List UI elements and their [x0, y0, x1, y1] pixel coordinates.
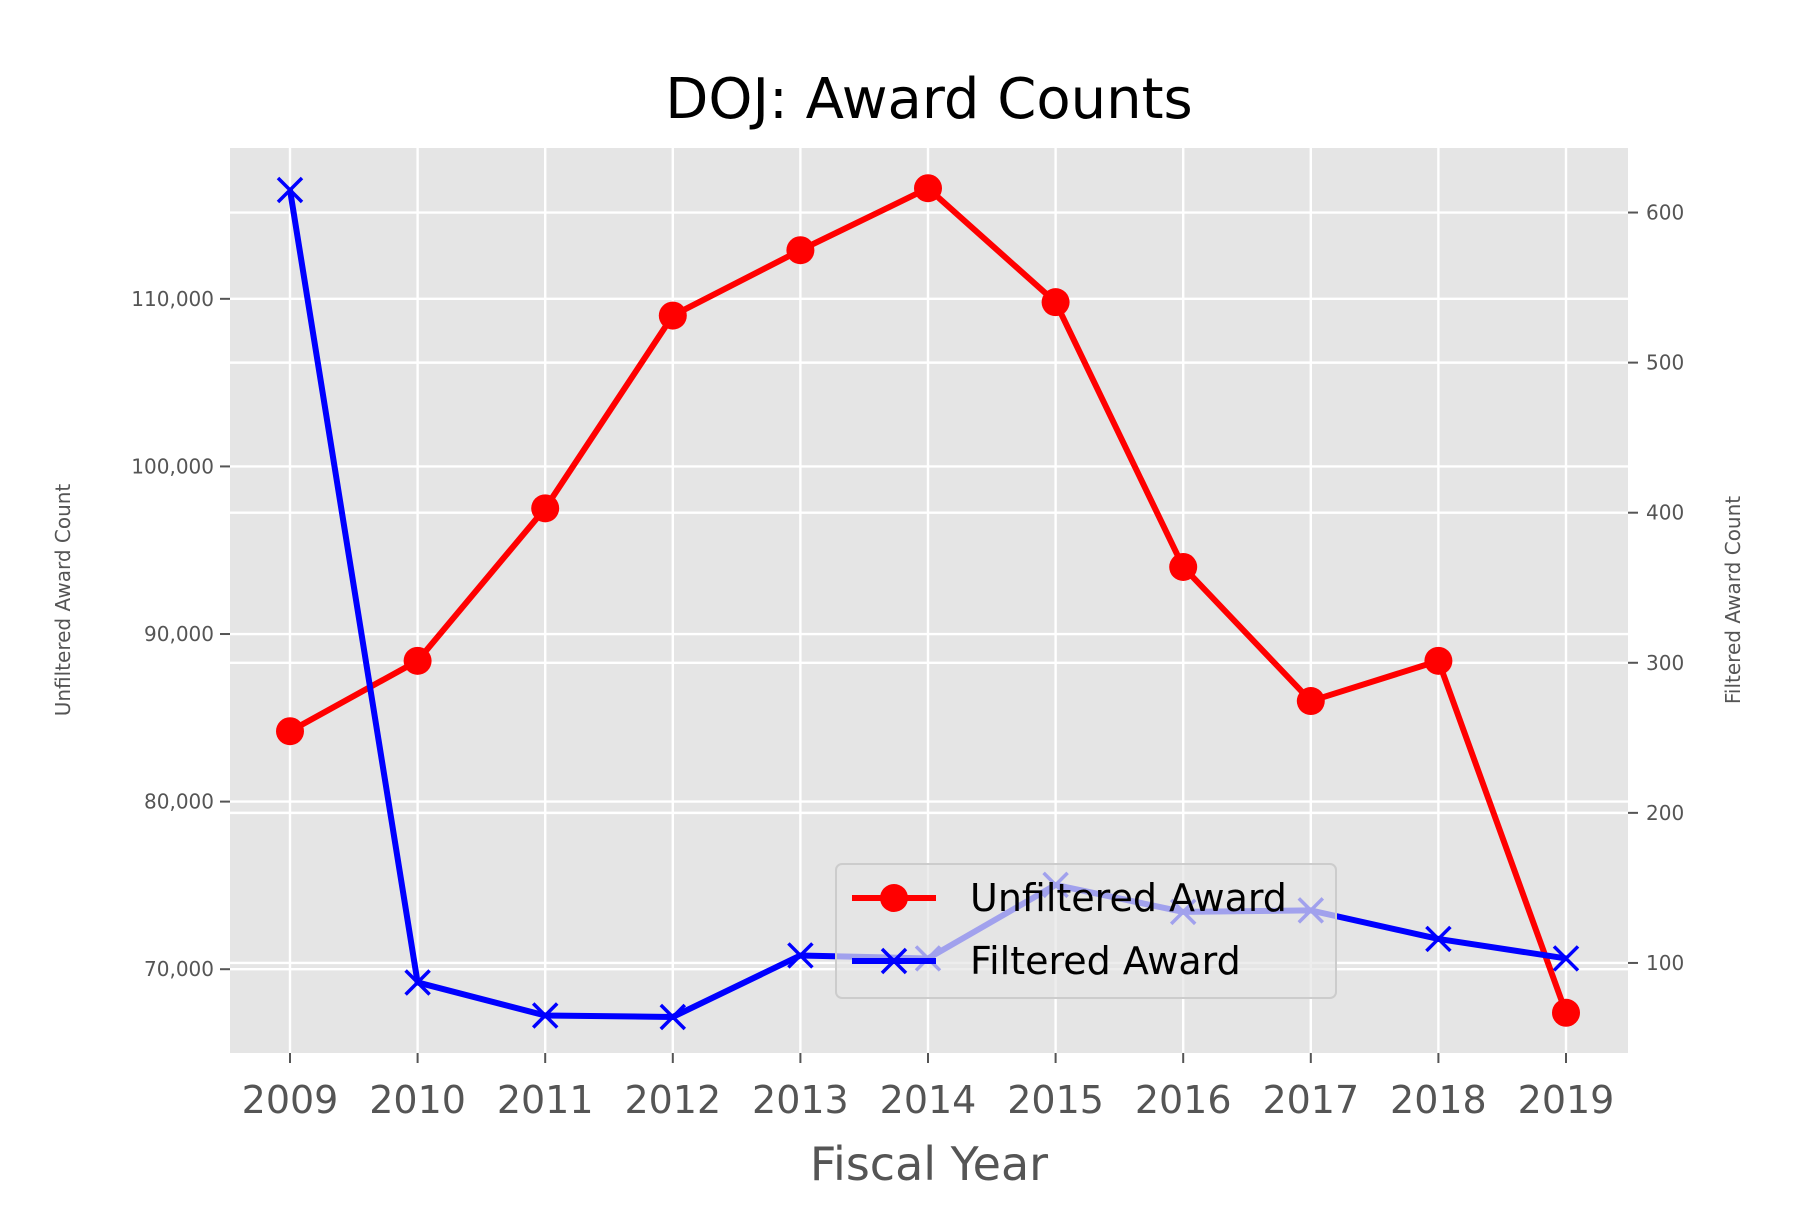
x-tick-label: 2019	[1518, 1078, 1615, 1122]
data-point	[1041, 288, 1070, 317]
legend-label: Filtered Award	[970, 939, 1241, 983]
data-point	[404, 969, 431, 996]
x-tick-label: 2010	[369, 1078, 466, 1122]
y-left-tick-label: 110,000	[131, 287, 214, 311]
x-tick-label: 2018	[1390, 1078, 1487, 1122]
chart-title: DOJ: Award Counts	[665, 67, 1192, 132]
y-right-tick-label: 100	[1646, 951, 1684, 975]
y-axis-right-label: Filtered Award Count	[1721, 496, 1745, 704]
y-left-tick-label: 80,000	[144, 790, 214, 814]
x-tick-label: 2012	[624, 1078, 721, 1122]
y-right-tick-label: 400	[1646, 501, 1684, 525]
data-point	[659, 1003, 687, 1031]
x-tick-label: 2011	[497, 1078, 594, 1122]
data-point	[1425, 925, 1452, 953]
y-right-tick-label: 600	[1646, 201, 1684, 225]
data-point	[531, 1002, 559, 1029]
y-axis-left-label: Unfiltered Award Count	[51, 484, 75, 717]
y-left-tick-label: 70,000	[144, 957, 214, 981]
x-tick-label: 2015	[1007, 1078, 1104, 1122]
data-point	[276, 717, 304, 746]
x-tick-label: 2009	[242, 1078, 339, 1122]
y-right-tick-label: 200	[1646, 801, 1684, 825]
data-point	[658, 301, 687, 330]
legend-marker	[880, 884, 908, 912]
y-left-tick-label: 90,000	[144, 622, 214, 646]
data-point	[1169, 552, 1198, 581]
x-tick-label: 2016	[1135, 1078, 1232, 1122]
y-right-tick-label: 300	[1646, 651, 1684, 675]
x-tick-label: 2013	[752, 1078, 849, 1122]
data-point	[786, 236, 815, 265]
data-point	[403, 646, 432, 675]
data-point	[1552, 998, 1580, 1027]
x-tick-label: 2014	[880, 1078, 977, 1122]
data-point	[1296, 687, 1325, 716]
legend-box	[835, 863, 1337, 999]
data-point	[1552, 945, 1580, 972]
legend-label: Unfiltered Award	[970, 876, 1287, 920]
x-tick-label: 2017	[1262, 1078, 1359, 1122]
data-point	[787, 942, 814, 969]
data-point	[276, 176, 304, 204]
data-point	[1424, 646, 1453, 675]
y-left-tick-label: 100,000	[131, 454, 214, 478]
x-axis-label: Fiscal Year	[810, 1137, 1048, 1191]
legend-marker	[880, 947, 908, 975]
y-right-tick-label: 500	[1646, 351, 1684, 375]
data-point	[531, 494, 560, 523]
data-point	[914, 174, 942, 203]
